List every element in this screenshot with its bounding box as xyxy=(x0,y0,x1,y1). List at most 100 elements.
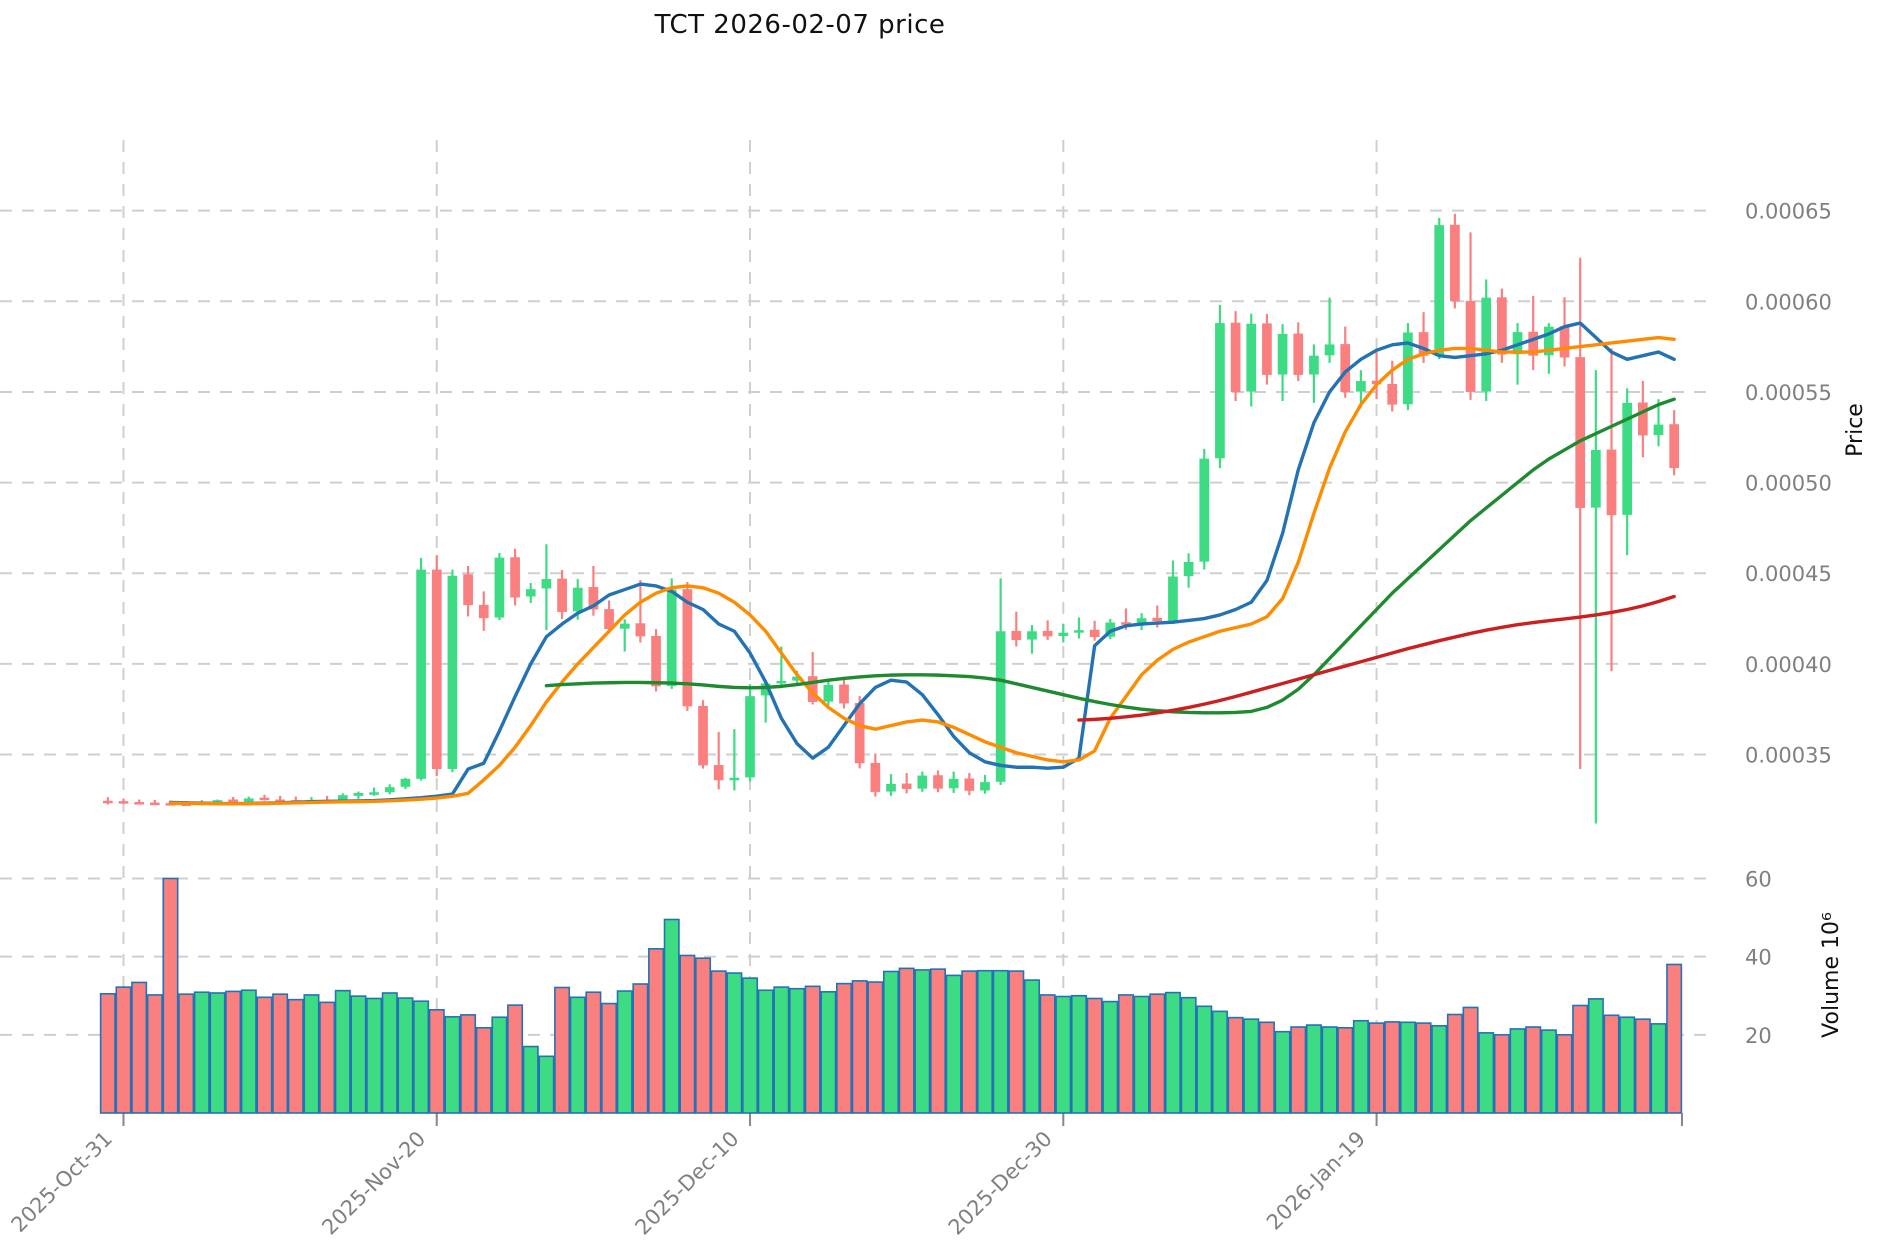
candle-body xyxy=(1246,323,1257,392)
candle-body xyxy=(353,792,364,796)
volume-bar xyxy=(1478,1032,1495,1114)
volume-bar xyxy=(272,993,289,1114)
volume-bar xyxy=(898,967,915,1114)
candle-body xyxy=(243,798,254,802)
volume-bar xyxy=(1258,1021,1275,1114)
candle-body xyxy=(1074,630,1084,633)
candle-body xyxy=(1058,632,1069,636)
volume-bar xyxy=(334,989,351,1114)
volume-bar xyxy=(710,970,727,1114)
volume-bar xyxy=(976,969,993,1114)
volume-bar xyxy=(1399,1021,1416,1114)
candle-body xyxy=(1168,576,1178,621)
volume-bar xyxy=(1634,1018,1651,1114)
volume-bar xyxy=(1525,1026,1542,1114)
volume-bar xyxy=(475,1026,492,1114)
volume-bar xyxy=(1055,995,1072,1114)
volume-bar xyxy=(178,993,195,1114)
volume-bar xyxy=(1337,1026,1354,1114)
volume-bar xyxy=(1509,1028,1526,1114)
ma-line-ma-blue xyxy=(168,321,1676,806)
candle-body xyxy=(619,623,630,629)
volume-bar xyxy=(366,997,383,1114)
volume-bar xyxy=(350,995,367,1114)
candle-body xyxy=(964,778,975,791)
candle-body xyxy=(149,802,160,806)
volume-bar xyxy=(1321,1026,1338,1114)
candle-body xyxy=(713,765,724,781)
candle-body xyxy=(1121,622,1131,625)
candle-body xyxy=(1262,323,1272,375)
volume-bar xyxy=(1587,998,1604,1114)
volume-bar xyxy=(820,991,837,1114)
volume-bar xyxy=(225,990,242,1114)
volume-bar xyxy=(554,986,571,1114)
ma-line-ma-green xyxy=(544,397,1676,715)
price-tick-label: 0.00035 xyxy=(1745,744,1832,768)
volume-bar xyxy=(1352,1019,1369,1114)
candle-body xyxy=(1465,300,1476,392)
volume-bar xyxy=(851,980,868,1114)
volume-bar xyxy=(1462,1006,1479,1114)
volume-bar xyxy=(256,996,273,1114)
candle-body xyxy=(1042,630,1053,637)
volume-bar xyxy=(209,992,226,1114)
chart-title: TCT 2026-02-07 price xyxy=(654,10,946,40)
candle-body xyxy=(1089,629,1100,638)
volume-bar xyxy=(397,997,414,1114)
volume-bar xyxy=(1227,1016,1244,1114)
candle-body xyxy=(541,579,552,589)
candlestick-series xyxy=(102,213,1680,824)
candle-body xyxy=(494,557,505,618)
volume-bar xyxy=(538,1055,555,1114)
candle-body xyxy=(635,623,646,637)
volume-bar xyxy=(1493,1034,1510,1114)
candle-body xyxy=(1653,424,1664,436)
candle-body xyxy=(384,787,395,793)
volume-bar xyxy=(663,918,680,1114)
candle-body xyxy=(980,782,990,791)
volume-bar xyxy=(1117,994,1134,1114)
volume-bar xyxy=(882,970,900,1114)
candle-body xyxy=(1606,449,1617,516)
volume-bar xyxy=(1556,1034,1573,1114)
volume-bar xyxy=(413,1000,430,1114)
volume-bar xyxy=(1180,996,1197,1114)
candle-body xyxy=(510,557,520,598)
volume-bar xyxy=(1540,1029,1557,1114)
volume-bar xyxy=(992,969,1009,1114)
ma-line-ma-red xyxy=(1077,594,1676,722)
candle-body xyxy=(259,797,270,801)
volume-bar xyxy=(1274,1030,1291,1114)
volume-bar xyxy=(616,990,633,1114)
volume-bar xyxy=(914,969,931,1114)
candle-body xyxy=(1011,630,1022,640)
volume-bar xyxy=(1415,1022,1432,1114)
volume-bar xyxy=(1164,991,1181,1114)
volume-bar xyxy=(1039,994,1056,1114)
volume-bar xyxy=(1603,1014,1620,1114)
volume-bar xyxy=(1008,970,1025,1114)
volume-bar xyxy=(1384,1021,1401,1114)
price-tick-label: 0.00040 xyxy=(1745,653,1832,677)
ma-line-ma-orange xyxy=(168,335,1676,806)
volume-bar xyxy=(695,957,712,1114)
volume-bar xyxy=(428,1008,445,1114)
volume-bar xyxy=(287,998,304,1114)
volume-tick-label: 20 xyxy=(1745,1024,1772,1048)
candle-body xyxy=(478,604,489,619)
candle-body xyxy=(1434,225,1445,356)
volume-bar xyxy=(444,1016,461,1114)
price-tick-label: 0.00045 xyxy=(1745,562,1832,586)
volume-bar xyxy=(507,1004,524,1114)
volume-bar xyxy=(1368,1022,1385,1114)
candle-body xyxy=(792,676,802,681)
x-tick-label: 2025-Dec-30 xyxy=(944,1127,1057,1240)
price-tick-label: 0.00060 xyxy=(1745,290,1832,314)
volume-bar xyxy=(1211,1010,1228,1114)
candle-body xyxy=(1497,297,1507,355)
volume-bar xyxy=(1666,963,1683,1114)
candle-body xyxy=(525,589,536,597)
